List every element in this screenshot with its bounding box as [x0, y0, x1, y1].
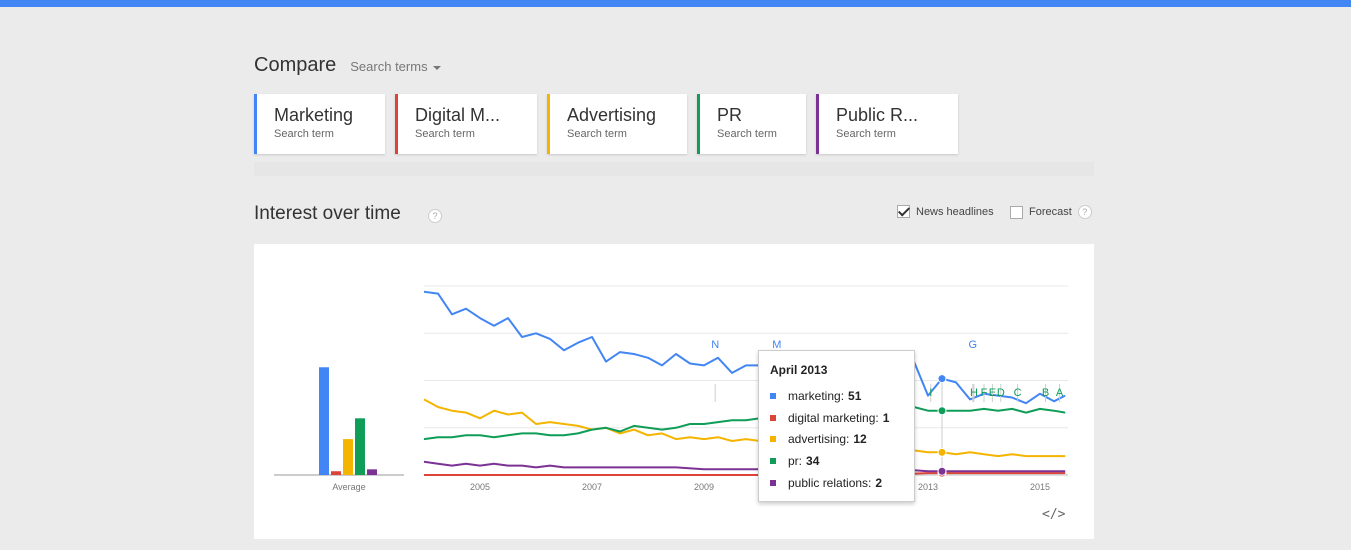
term-card-marketing[interactable]: Marketing Search term — [254, 94, 385, 154]
annotation-label: I — [929, 387, 932, 399]
average-bar-pr — [355, 418, 365, 475]
series-line-public-relations — [423, 460, 1066, 473]
x-tick-label: 2007 — [582, 482, 602, 492]
annotation-label: M — [772, 339, 781, 351]
tooltip-row: public relations: 2 — [770, 472, 903, 494]
compare-title: Compare — [254, 54, 337, 76]
tooltip-row: digital marketing: 1 — [770, 407, 903, 429]
caret-down-icon — [432, 65, 441, 70]
annotation-label: H — [970, 387, 978, 399]
highlight-dot-pr — [937, 406, 947, 416]
highlight-dot-marketing — [937, 374, 947, 384]
forecast-label: Forecast — [1029, 206, 1072, 218]
search-terms-label: Search terms — [350, 59, 428, 74]
tooltip-row: marketing: 51 — [770, 385, 903, 407]
news-headlines-toggle[interactable]: News headlines — [897, 205, 994, 218]
tooltip-row: advertising: 12 — [770, 428, 903, 450]
annotation-label: E — [989, 387, 996, 399]
tooltip-row: pr: 34 — [770, 450, 903, 472]
tooltip-value: 1 — [882, 410, 890, 425]
term-card-advertising[interactable]: Advertising Search term — [547, 94, 687, 154]
term-subtitle: Search term — [717, 128, 777, 140]
legend-swatch — [770, 479, 776, 486]
annotation-label: C — [1014, 387, 1022, 399]
compare-header: Compare Search terms — [254, 54, 441, 77]
average-bar-digital-marketing — [331, 471, 341, 475]
highlight-dot-public-relations — [937, 466, 947, 476]
term-card-pr[interactable]: PR Search term — [697, 94, 806, 154]
average-bar-advertising — [343, 439, 353, 475]
chart-tooltip: April 2013 marketing: 51 digital marketi… — [758, 350, 915, 502]
tooltip-label: digital marketing: — [788, 410, 879, 425]
interest-over-time-panel: Average200520072009201120132015NMGHFEDCB… — [254, 244, 1094, 539]
average-bar-public-relations — [367, 469, 377, 475]
search-terms-dropdown[interactable]: Search terms — [350, 59, 441, 74]
annotation-label: D — [997, 387, 1005, 399]
tooltip-label: pr: — [788, 453, 803, 468]
tooltip-label: advertising: — [788, 432, 850, 447]
average-bar-marketing — [319, 367, 329, 475]
annotation-label: F — [981, 387, 988, 399]
top-accent-bar — [0, 0, 1351, 7]
term-subtitle: Search term — [274, 128, 334, 140]
series-line-advertising — [423, 398, 1066, 458]
section-title: Interest over time — [254, 203, 401, 224]
term-name: Public R... — [836, 105, 919, 125]
term-subtitle: Search term — [567, 128, 627, 140]
term-card-digital-marketing[interactable]: Digital M... Search term — [395, 94, 537, 154]
tooltip-value: 34 — [806, 453, 820, 468]
annotation-label: G — [969, 339, 978, 351]
x-tick-label: 2009 — [694, 482, 714, 492]
forecast-checkbox[interactable] — [1010, 205, 1023, 219]
tooltip-label: public relations: — [788, 475, 872, 490]
term-name: Marketing — [274, 105, 354, 125]
forecast-toggle[interactable]: Forecast ? — [1010, 205, 1092, 219]
forecast-help-icon[interactable]: ? — [1077, 205, 1092, 219]
term-name: Digital M... — [415, 105, 501, 125]
embed-code-button[interactable]: </> — [1042, 507, 1066, 522]
legend-swatch — [770, 414, 776, 421]
tooltip-value: 2 — [875, 475, 883, 490]
term-subtitle: Search term — [415, 128, 475, 140]
series-line-marketing — [423, 290, 1066, 405]
annotation-label: N — [711, 339, 719, 351]
term-subtitle: Search term — [836, 128, 896, 140]
average-label: Average — [332, 482, 365, 492]
x-tick-label: 2015 — [1030, 482, 1050, 492]
divider-strip — [254, 162, 1094, 176]
news-headlines-checkbox[interactable] — [897, 205, 910, 218]
term-card-public-relations[interactable]: Public R... Search term — [816, 94, 958, 154]
news-headlines-label: News headlines — [916, 205, 994, 218]
x-tick-label: 2005 — [470, 482, 490, 492]
term-name: Advertising — [567, 105, 657, 125]
highlight-dot-advertising — [937, 447, 947, 457]
tooltip-title: April 2013 — [770, 363, 828, 377]
legend-swatch — [770, 457, 776, 464]
tooltip-value: 12 — [853, 432, 867, 447]
term-name: PR — [717, 105, 743, 125]
legend-swatch — [770, 392, 776, 399]
tooltip-value: 51 — [848, 388, 862, 403]
series-line-pr — [423, 406, 1066, 441]
interest-chart: Average200520072009201120132015NMGHFEDCB… — [274, 285, 1068, 492]
legend-swatch — [770, 436, 776, 443]
x-tick-label: 2013 — [918, 482, 938, 492]
annotation-label: A — [1056, 387, 1064, 399]
tooltip-label: marketing: — [788, 388, 845, 403]
annotation-label: B — [1042, 387, 1049, 399]
help-icon[interactable]: ? — [428, 209, 442, 223]
